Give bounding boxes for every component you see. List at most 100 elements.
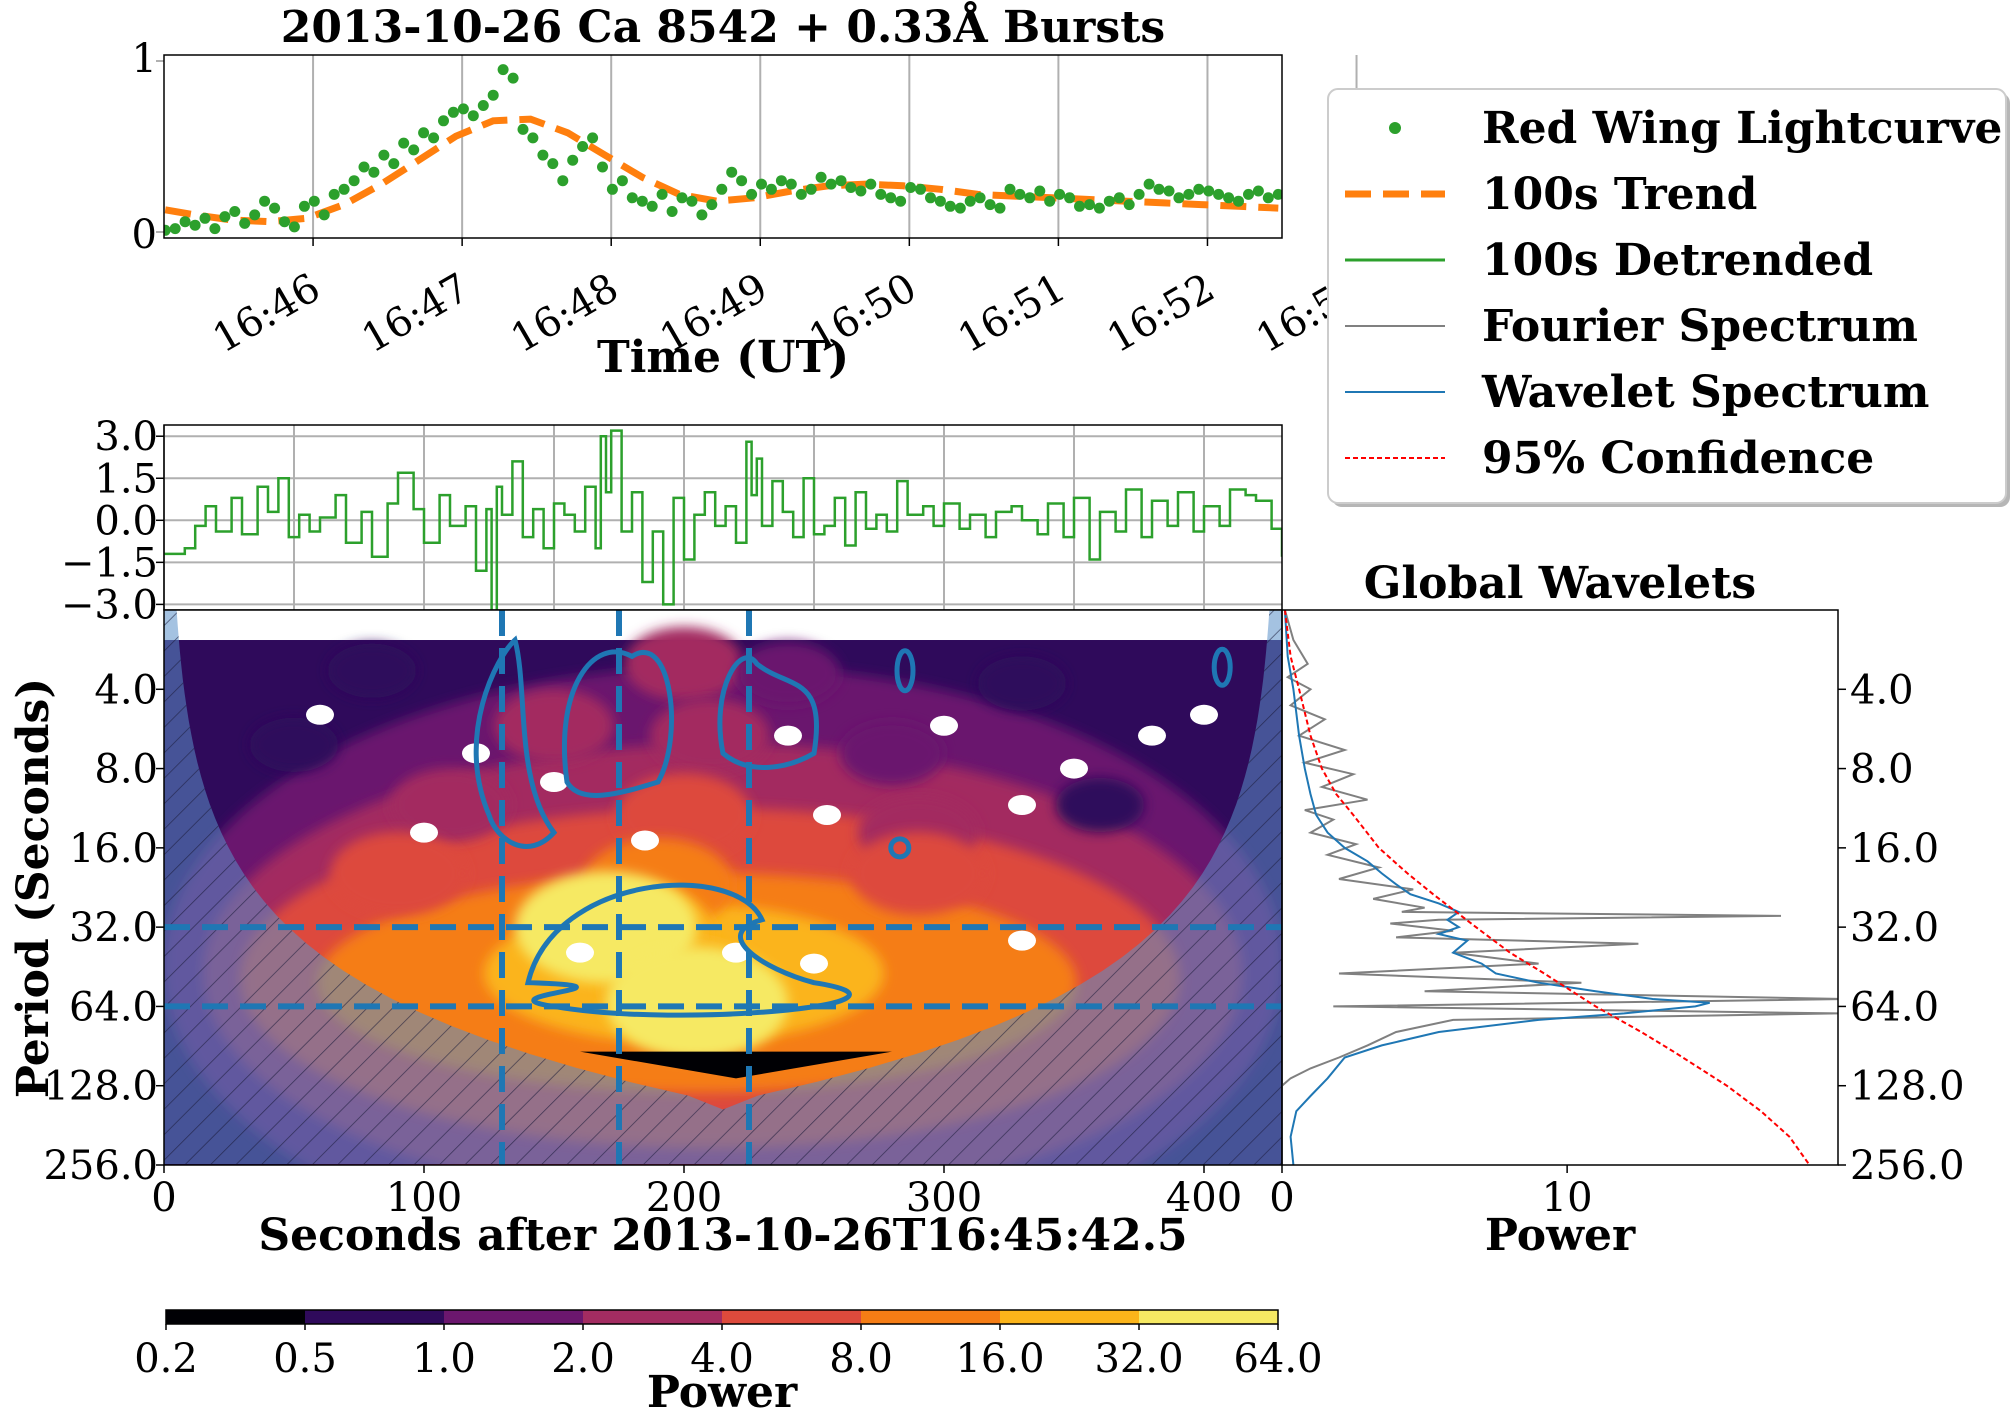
lightcurve-point xyxy=(378,149,390,161)
cone-of-influence-hatch xyxy=(164,610,1282,1165)
lightcurve-frame xyxy=(163,54,1283,239)
trend-line xyxy=(164,115,1279,226)
wavelet-ytick-label: 4.0 xyxy=(94,667,158,713)
colorbar-tick-label: 0.5 xyxy=(273,1336,337,1382)
lightcurve-panel: 2013-10-26 Ca 8542 + 0.33Å Bursts 1 0 16… xyxy=(132,0,1372,383)
power-hole xyxy=(540,772,568,793)
global-wavelets-ytick-label: 8.0 xyxy=(1850,747,1914,793)
legend-label: 100s Detrended xyxy=(1482,235,1873,286)
lightcurve-xtick-label: 16:46 xyxy=(205,265,328,362)
lightcurve-point xyxy=(885,192,897,204)
detrended-ytick-label: 0.0 xyxy=(94,498,158,544)
lightcurve-point xyxy=(537,149,549,161)
colorbar-tick-label: 1.0 xyxy=(412,1336,476,1382)
power-hole xyxy=(631,830,659,851)
lightcurve-point xyxy=(1093,202,1105,214)
lightcurve-point xyxy=(1054,188,1066,200)
lightcurve-point xyxy=(686,195,698,207)
power-hole xyxy=(930,715,958,736)
lightcurve-point xyxy=(1213,188,1225,200)
power-blob xyxy=(606,946,788,1059)
legend-label: Red Wing Lightcurve xyxy=(1482,103,2002,154)
lightcurve-point xyxy=(944,200,956,212)
lightcurve-point xyxy=(1064,192,1076,204)
lightcurve-point xyxy=(189,219,201,231)
power-blob xyxy=(1055,777,1145,833)
lightcurve-point xyxy=(1193,183,1205,195)
wavelet-spectrum-line xyxy=(1283,610,1710,1165)
lightcurve-point xyxy=(348,175,360,187)
lightcurve-point xyxy=(308,195,320,207)
colorbar-cell xyxy=(1000,1310,1140,1324)
significance-contour xyxy=(473,635,558,849)
detrended-ytick-label: −1.5 xyxy=(61,540,158,586)
power-hole xyxy=(813,804,841,825)
colorbar-tick-label: 16.0 xyxy=(955,1336,1044,1382)
lightcurve-point xyxy=(646,200,658,212)
wavelet-contours xyxy=(164,626,1282,1165)
colorbar-cell xyxy=(166,1310,306,1324)
global-wavelets-title: Global Wavelets xyxy=(1364,558,1756,609)
lightcurve-point xyxy=(567,154,579,166)
colorbar-tick-label: 32.0 xyxy=(1094,1336,1183,1382)
lightcurve-point xyxy=(626,192,638,204)
lightcurve-point xyxy=(616,175,628,187)
global-wavelets-xtick-label: 0 xyxy=(1269,1175,1294,1221)
lightcurve-point xyxy=(905,182,917,193)
lightcurve-point xyxy=(477,100,489,111)
detrended-ytick-label: −3.0 xyxy=(61,582,158,628)
power-blob xyxy=(850,831,986,915)
lightcurve-point xyxy=(179,216,191,228)
detrended-plot-area xyxy=(164,429,1282,610)
global-wavelets-frame xyxy=(1281,609,1839,1166)
lightcurve-ytick-1: 1 xyxy=(132,36,157,82)
lightcurve-point xyxy=(954,202,966,214)
global-wavelets-plot-area xyxy=(1282,610,1838,1165)
power-blob xyxy=(624,626,744,701)
power-blob xyxy=(330,831,466,915)
lightcurve-point xyxy=(229,206,241,217)
lightcurve-point xyxy=(736,175,748,187)
global-wavelets-xtick-label: 10 xyxy=(1542,1175,1593,1221)
lightcurve-point xyxy=(805,183,817,195)
lightcurve-point xyxy=(984,199,996,211)
lightcurve-point xyxy=(656,188,668,200)
power-hole xyxy=(1008,794,1036,815)
power-blob xyxy=(327,643,417,698)
lightcurve-point xyxy=(765,183,777,195)
global-wavelets-xlabel: Power xyxy=(1485,1210,1636,1261)
significance-contour xyxy=(888,836,912,860)
lightcurve-point xyxy=(368,166,380,178)
lightcurve-point xyxy=(706,199,718,211)
lightcurve-point xyxy=(438,115,449,127)
colorbar-tick-label: 2.0 xyxy=(551,1336,615,1382)
significance-contour xyxy=(561,649,674,798)
lightcurve-point xyxy=(279,216,290,228)
wavelet-xtick-label: 100 xyxy=(386,1175,462,1221)
lightcurve-point xyxy=(636,195,648,207)
lightcurve-point xyxy=(676,192,688,204)
lightcurve-point xyxy=(925,192,936,204)
lightcurve-plot-area xyxy=(164,64,1282,236)
power-blob xyxy=(249,717,339,773)
lightcurve-point xyxy=(746,188,758,200)
wavelet-xlabel: Seconds after 2013-10-26T16:45:42.5 xyxy=(258,1210,1187,1261)
wavelet-ytick-label: 128.0 xyxy=(43,1064,158,1110)
legend-label: 95% Confidence xyxy=(1482,433,1874,484)
lightcurve-xtick-label: 16:52 xyxy=(1100,265,1223,362)
lightcurve-point xyxy=(1103,195,1115,207)
lightcurve-point xyxy=(1123,199,1135,211)
power-hole xyxy=(566,942,594,963)
lightcurve-point xyxy=(164,224,171,236)
wavelet-ylabel: Period (Seconds) xyxy=(8,678,59,1098)
wavelet-ytick-label: 8.0 xyxy=(94,747,158,793)
detrended-ytick-label: 1.5 xyxy=(94,456,158,502)
wavelet-xtick-label: 200 xyxy=(646,1175,722,1221)
global-wavelets-yticks: 4.0 8.0 16.0 32.0 64.0 128.0 256.0 xyxy=(1838,667,1965,1189)
lightcurve-point xyxy=(269,202,281,214)
colorbar-cell xyxy=(722,1310,862,1324)
lightcurve-point xyxy=(1044,195,1056,207)
detrended-panel: 3.01.50.0−1.5−3.0 xyxy=(61,414,1283,628)
colorbar-ticks: 0.2 0.5 1.0 2.0 4.0 8.0 16.0 32.0 64.0 xyxy=(134,1324,1323,1382)
